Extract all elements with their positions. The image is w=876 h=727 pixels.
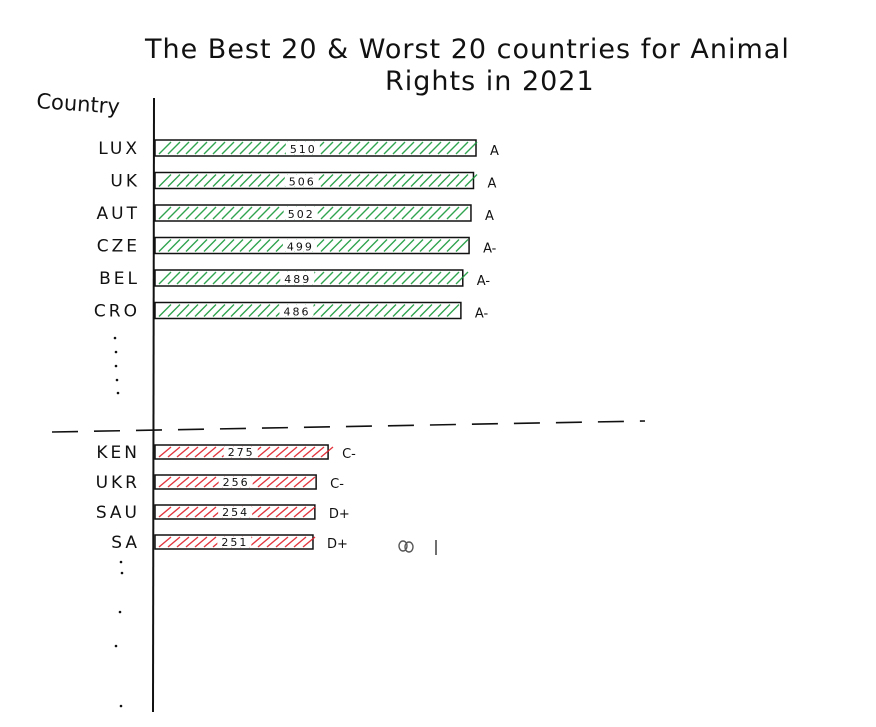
category-label: AUT [97,204,140,224]
y-axis-label: Country [36,89,121,119]
worst-row: SAU 254 D+ [96,503,350,523]
category-label: SAU [96,503,140,523]
grade-label: A [485,209,494,224]
value-label-bg [282,239,317,252]
best-row: LUX 510 A [98,139,499,159]
value-label: 254 [222,506,249,519]
worst-row: SA 251 D+ [111,533,348,553]
ellipsis-dots-top [113,336,120,395]
category-label: SA [111,533,140,553]
grade-label: A- [477,274,491,289]
category-label: UK [110,172,140,192]
category-label: CRO [94,302,140,322]
separator-dashed-line [51,420,646,433]
bars-worst: KEN 275 C- UKR 256 C- SAU 254 D+ SA 251 D+ [96,443,357,553]
bar [154,236,470,255]
grade-label: A- [483,242,497,257]
bar [154,139,477,157]
chart-title-line-1: The Best 20 & Worst 20 countries for Ani… [144,34,790,65]
best-row: CZE 499 A- [97,237,497,257]
worst-row: KEN 275 C- [96,443,356,463]
ellipsis-dots-bottom [114,560,124,708]
bar [154,301,462,320]
value-label: 502 [288,208,315,221]
y-axis-line [152,97,155,713]
bar [154,474,317,490]
worst-row: UKR 256 C- [96,473,345,493]
value-label: 251 [221,536,248,549]
value-label-bg [284,174,319,187]
bar [154,534,314,550]
category-label: KEN [96,443,140,463]
value-label-bg [283,207,318,219]
value-label-bg [285,142,320,154]
grade-label: D+ [327,537,348,552]
cursor-doodle [398,540,437,555]
chart-title-line-2: Rights in 2021 [385,66,595,97]
value-label: 256 [223,476,250,489]
value-label: 510 [290,143,317,156]
grade-label: A [487,177,496,192]
bar [154,504,316,520]
grade-label: C- [330,477,344,492]
value-label: 499 [287,241,314,254]
best-row: AUT 502 A [97,204,494,224]
category-label: UKR [96,473,140,493]
value-label: 489 [284,273,311,286]
value-label-bg [223,447,258,457]
category-label: BEL [99,269,140,289]
value-label: 486 [283,306,310,319]
value-label-bg [217,537,252,547]
value-label-bg [218,477,253,487]
value-label-bg [280,272,315,284]
value-label: 275 [228,446,255,459]
category-label: CZE [97,237,140,257]
chart-title: The Best 20 & Worst 20 countries for Ani… [144,34,790,97]
grade-label: C- [342,447,356,462]
best-row: BEL 489 A- [99,269,490,289]
value-label-bg [279,304,314,317]
best-row: UK 506 A [110,172,496,192]
bars-best: LUX 510 A UK 506 A AUT 502 A CZE 499 A- BEL 489 A- CRO 4… [94,139,499,322]
grade-label: D+ [329,507,350,522]
grade-label: A- [475,307,489,322]
value-label: 506 [289,176,316,189]
best-row: CRO 486 A- [94,302,489,322]
value-label-bg [218,507,253,517]
bar [154,204,472,222]
bar [154,171,475,190]
category-label: LUX [98,139,140,159]
grade-label: A [490,144,499,159]
